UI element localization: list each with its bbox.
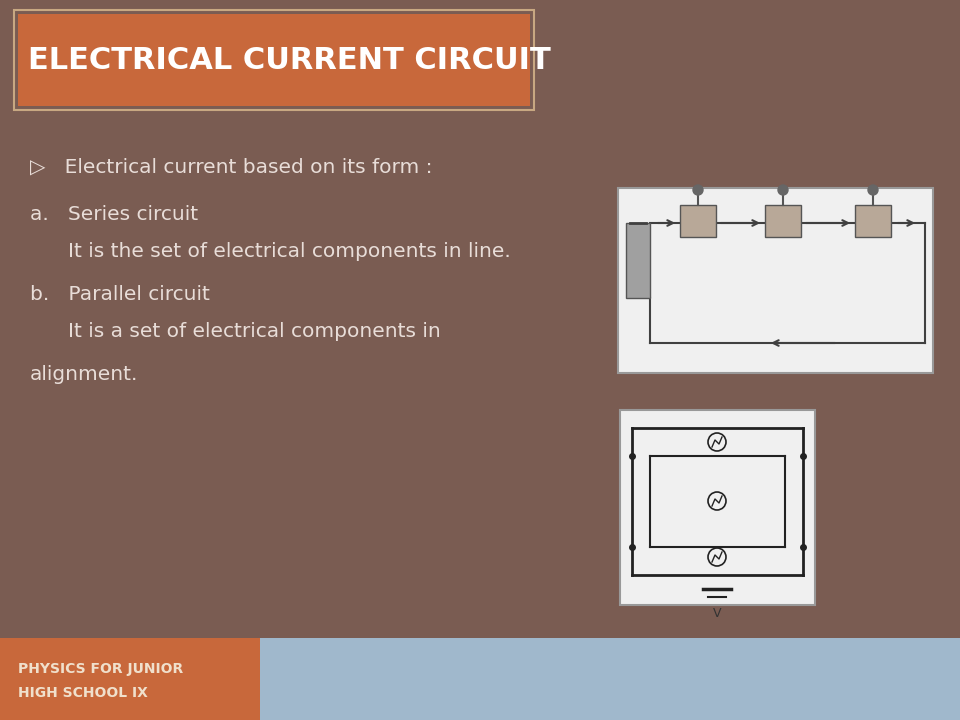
Text: HIGH SCHOOL IX: HIGH SCHOOL IX xyxy=(18,686,148,700)
Bar xyxy=(680,205,716,237)
Text: It is a set of electrical components in: It is a set of electrical components in xyxy=(68,322,441,341)
Bar xyxy=(626,223,650,298)
Bar xyxy=(765,205,801,237)
Text: alignment.: alignment. xyxy=(30,365,138,384)
Circle shape xyxy=(693,185,703,195)
Text: a.   Series circuit: a. Series circuit xyxy=(30,205,198,224)
Bar xyxy=(18,14,530,106)
Text: ▷   Electrical current based on its form :: ▷ Electrical current based on its form : xyxy=(30,158,433,177)
Text: PHYSICS FOR JUNIOR: PHYSICS FOR JUNIOR xyxy=(18,662,183,676)
Text: It is the set of electrical components in line.: It is the set of electrical components i… xyxy=(68,242,511,261)
Bar xyxy=(620,410,815,605)
Circle shape xyxy=(778,185,788,195)
Bar xyxy=(855,205,891,237)
Bar xyxy=(0,638,260,720)
Text: V: V xyxy=(712,607,721,620)
Bar xyxy=(618,188,933,373)
Bar xyxy=(14,10,534,110)
Text: b.   Parallel circuit: b. Parallel circuit xyxy=(30,285,210,304)
Bar xyxy=(260,638,960,720)
Circle shape xyxy=(868,185,878,195)
Text: ELECTRICAL CURRENT CIRCUIT: ELECTRICAL CURRENT CIRCUIT xyxy=(28,45,551,74)
